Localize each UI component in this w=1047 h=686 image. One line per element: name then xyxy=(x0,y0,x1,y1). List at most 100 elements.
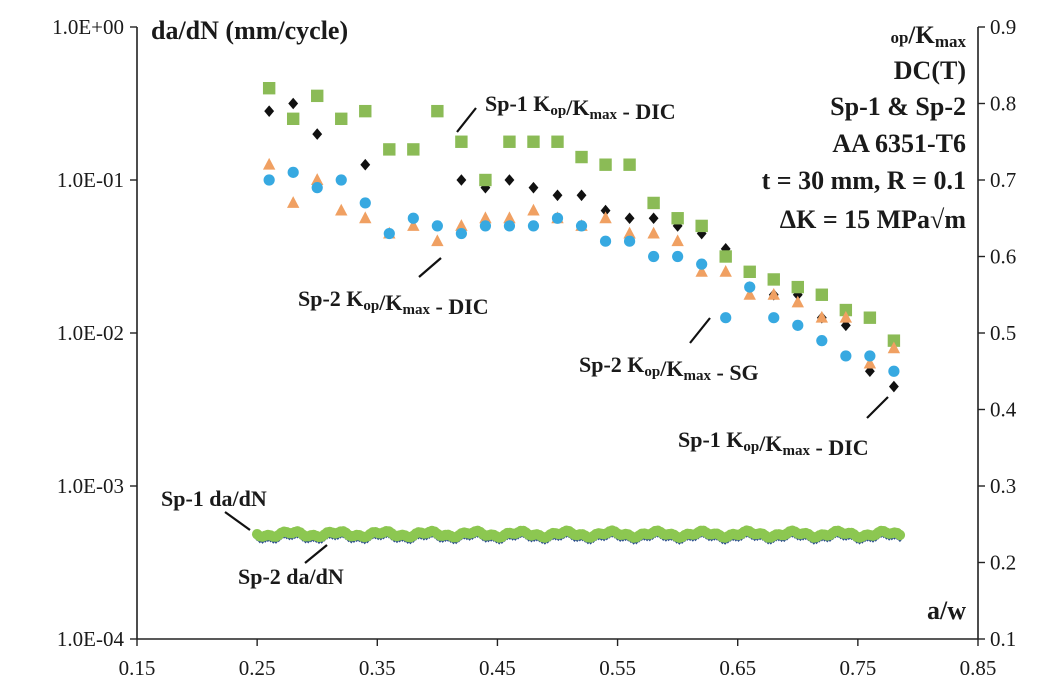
x-tick-label: 0.85 xyxy=(960,656,997,680)
data-point-sp1_kop_dic_green xyxy=(383,143,396,156)
y-right-tick-label: 0.8 xyxy=(990,92,1016,116)
data-point-sp2_kop_sg xyxy=(479,220,492,232)
x-tick-label: 0.25 xyxy=(239,656,276,680)
data-point-sp1_kop_dic_green xyxy=(479,173,492,187)
info-line: Sp-1 & Sp-2 xyxy=(830,92,966,121)
data-point-sp1_kop_dic_green xyxy=(359,104,372,118)
data-point-sp2_kop_dic xyxy=(479,211,492,224)
data-point-sp2_kop_dic xyxy=(503,211,516,224)
data-point-sp1_kop_dic_green xyxy=(695,219,708,233)
data-point-sp2_kop_dic xyxy=(527,203,540,216)
data-point-sp1_kop_dic_black xyxy=(264,105,275,117)
data-point-sp1_kop_dic_green xyxy=(575,150,588,164)
x-tick-label: 0.65 xyxy=(719,656,756,680)
data-point-sp2_kop_dic xyxy=(647,226,660,239)
data-point-sp2_kop_sg xyxy=(407,212,419,224)
data-point-sp1_kop_dic_green xyxy=(311,89,324,103)
y-right-tick-label: 0.5 xyxy=(990,321,1016,345)
data-point-sp2_kop_dic xyxy=(335,203,348,216)
data-point-sp1_kop_dic_green xyxy=(791,280,804,294)
data-point-sp2_kop_sg xyxy=(599,235,612,247)
data-point-sp1_kop_dic_green xyxy=(671,212,684,225)
x-tick-label: 0.55 xyxy=(599,656,636,680)
info-line: DC(T) xyxy=(894,56,966,85)
annotation-sp2-dadn: Sp-2 da/dN xyxy=(238,564,344,589)
data-point-sp2_kop_dic xyxy=(599,211,612,224)
data-point-sp2_kop_sg xyxy=(672,250,684,263)
annotation-leader xyxy=(866,396,889,419)
y-left-axis-title: da/dN (mm/cycle) xyxy=(151,16,348,45)
y-right-tick-label: 0.2 xyxy=(990,551,1016,575)
data-point-sp1_kop_dic_black xyxy=(552,189,563,202)
annotation-sp2-kop-sg: Sp-2 Kop/Kmax - SG xyxy=(579,352,759,385)
annotation-leader xyxy=(689,317,711,344)
y-right-axis-title: op/Kmax xyxy=(890,22,966,51)
data-point-sp1_kop_dic_green xyxy=(335,112,348,125)
data-point-sp1_kop_dic_green xyxy=(839,303,853,317)
data-point-sp1_kop_dic_green xyxy=(527,135,540,148)
x-tick-label: 0.35 xyxy=(359,656,396,680)
data-point-sp1_kop_dic_black xyxy=(312,128,323,140)
annotation-sp2-kop-dic: Sp-2 Kop/Kmax - DIC xyxy=(298,286,489,319)
data-point-sp1_kop_dic_green xyxy=(407,143,420,156)
data-point-sp2_kop_sg xyxy=(816,335,828,347)
data-point-sp2_kop_dic xyxy=(863,356,877,369)
data-point-sp2_kop_sg xyxy=(792,319,804,331)
annotation-leader xyxy=(304,544,328,564)
annotation-leader xyxy=(456,107,477,133)
data-point-sp1_kop_dic_green xyxy=(767,273,780,286)
y-right-tick-label: 0.1 xyxy=(990,627,1016,651)
data-point-sp1_kop_dic_green xyxy=(551,135,564,148)
data-point-sp2_kop_sg xyxy=(383,227,395,240)
annotation-leader xyxy=(418,257,442,278)
data-point-sp2_kop_sg xyxy=(744,281,756,293)
data-point-sp2_kop_dic xyxy=(767,287,780,300)
y-right-tick-label: 0.4 xyxy=(990,398,1017,422)
annotation-leader xyxy=(224,511,251,531)
data-point-sp2_kop_sg xyxy=(287,166,299,178)
annotation-sp1-kop-dic-lower: Sp-1 Kop/Kmax - DIC xyxy=(678,427,869,460)
chart-axes xyxy=(130,26,985,646)
chart-labels: 0.15 0.25 0.35 0.45 0.55 0.65 0.75 0.85 1.0E-04 1… xyxy=(52,15,1017,680)
y-left-tick-label: 1.0E-04 xyxy=(57,627,125,651)
data-point-sp1_kop_dic_green xyxy=(719,250,732,263)
data-point-sp2_kop_dic xyxy=(695,264,708,277)
data-point-sp2_kop_sg xyxy=(503,220,516,232)
data-point-sp1_kop_dic_green xyxy=(887,334,901,347)
x-axis-title: a/w xyxy=(927,596,966,625)
y-right-tick-label: 0.6 xyxy=(990,245,1016,269)
data-point-sp2_kop_dic xyxy=(671,234,684,247)
info-line: t = 30 mm, R = 0.1 xyxy=(762,166,966,195)
y-left-tick-label: 1.0E-01 xyxy=(57,168,124,192)
info-line: AA 6351-T6 xyxy=(832,129,966,158)
data-point-sp2_kop_dic xyxy=(455,219,468,231)
data-point-sp1_kop_dic_black xyxy=(528,181,539,194)
data-point-sp1_kop_dic_black xyxy=(456,174,467,186)
info-line: ΔK = 15 MPa√m xyxy=(780,205,967,234)
data-point-sp1_kop_dic_green xyxy=(286,112,300,125)
data-point-sp1_kop_dic_green xyxy=(815,288,829,301)
data-point-sp2_kop_dic xyxy=(791,295,804,308)
data-point-sp2_kop_sg xyxy=(623,235,636,247)
data-point-sp1_kop_dic_black xyxy=(720,243,731,255)
data-point-sp2_kop_sg xyxy=(888,365,900,377)
data-point-sp2_kop_dic xyxy=(286,196,300,208)
data-point-sp1_kop_dic_black xyxy=(600,204,611,217)
data-point-sp1_kop_dic_black xyxy=(504,174,515,186)
data-point-sp2_kop_dic xyxy=(839,310,853,323)
data-point-sp2_kop_sg xyxy=(455,227,467,240)
data-point-sp2_kop_sg xyxy=(864,350,876,362)
data-point-sp2_kop_sg xyxy=(720,312,732,324)
data-point-sp1_kop_dic_black xyxy=(696,227,707,240)
data-point-sp1_kop_dic_black xyxy=(648,212,659,225)
data-point-sp1_kop_dic_green xyxy=(599,158,612,171)
data-point-sp1_kop_dic_black xyxy=(840,319,851,332)
data-point-sp2_kop_dic xyxy=(623,226,636,239)
data-point-sp2_kop_dic xyxy=(311,173,324,185)
annotation-sp1-kop-dic-upper: Sp-1 Kop/Kmax - DIC xyxy=(485,91,676,124)
data-point-sp1_kop_dic_black xyxy=(360,158,371,171)
data-point-sp2_kop_dic xyxy=(431,234,444,247)
data-point-sp2_kop_sg xyxy=(551,212,564,224)
y-left-tick-label: 1.0E+00 xyxy=(52,15,124,39)
